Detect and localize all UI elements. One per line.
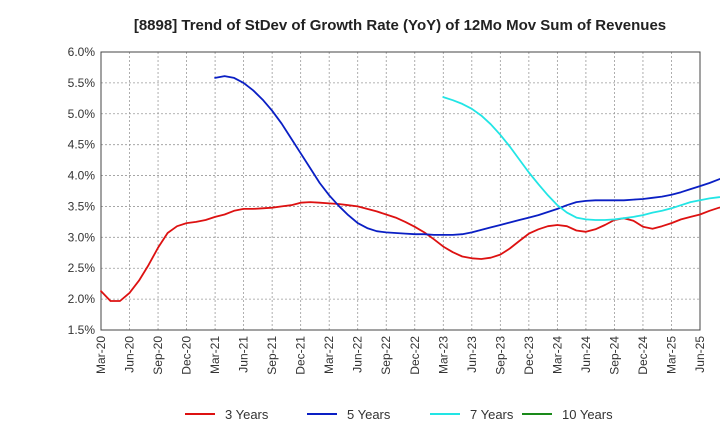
series-line-3-years: [100, 201, 720, 302]
plot-frame: [100, 51, 701, 331]
x-tick-label: Sep-24: [607, 336, 621, 375]
axes: 1.5% 2.0% 2.5% 3.0% 3.5% 4.0% 4.5% 5.0% 5.5% 6.0%…: [68, 45, 707, 375]
legend-label-3-years: 3 Years: [225, 407, 269, 422]
y-tick-label: 1.5%: [68, 323, 96, 337]
x-tick-label: Sep-23: [493, 336, 507, 375]
legend-label-5-years: 5 Years: [347, 407, 391, 422]
x-tick-label: Jun-22: [351, 336, 365, 373]
x-tick-label: Jun-25: [693, 336, 707, 373]
x-tick-label: Dec-22: [408, 336, 422, 375]
series-lines: [100, 75, 720, 302]
x-tick-label: Mar-21: [208, 336, 222, 374]
chart-title: [8898] Trend of StDev of Growth Rate (Yo…: [134, 17, 666, 34]
legend: 3 Years 5 Years 7 Years 10 Years: [185, 407, 613, 422]
y-tick-label: 3.5%: [68, 199, 96, 213]
x-tick-label: Jun-20: [123, 336, 137, 373]
y-tick-label: 5.5%: [68, 76, 96, 90]
x-tick-label: Dec-24: [636, 336, 650, 375]
y-tick-label: 3.0%: [68, 230, 96, 244]
x-tick-label: Sep-20: [151, 336, 165, 375]
x-tick-label: Jun-23: [465, 336, 479, 373]
x-tick-label: Sep-22: [379, 336, 393, 375]
x-tick-label: Mar-23: [436, 336, 450, 374]
y-tick-label: 4.5%: [68, 138, 96, 152]
x-tick-label: Mar-24: [550, 336, 564, 374]
y-tick-label: 4.0%: [68, 169, 96, 183]
series-line-5-years: [214, 75, 720, 236]
legend-label-7-years: 7 Years: [470, 407, 514, 422]
x-tick-label: Dec-21: [294, 336, 308, 375]
legend-label-10-years: 10 Years: [562, 407, 613, 422]
x-tick-label: Mar-22: [322, 336, 336, 374]
y-tick-label: 2.0%: [68, 292, 96, 306]
y-tick-label: 5.0%: [68, 107, 96, 121]
x-tick-label: Mar-25: [664, 336, 678, 374]
x-tick-label: Jun-21: [237, 336, 251, 373]
y-tick-label: 6.0%: [68, 45, 96, 59]
series-line-7-years: [442, 96, 720, 221]
x-tick-label: Mar-20: [94, 336, 108, 374]
x-tick-label: Jun-24: [579, 336, 593, 373]
y-tick-label: 2.5%: [68, 261, 96, 275]
x-tick-label: Sep-21: [265, 336, 279, 375]
x-tick-label: Dec-20: [180, 336, 194, 375]
x-tick-label: Dec-23: [522, 336, 536, 375]
